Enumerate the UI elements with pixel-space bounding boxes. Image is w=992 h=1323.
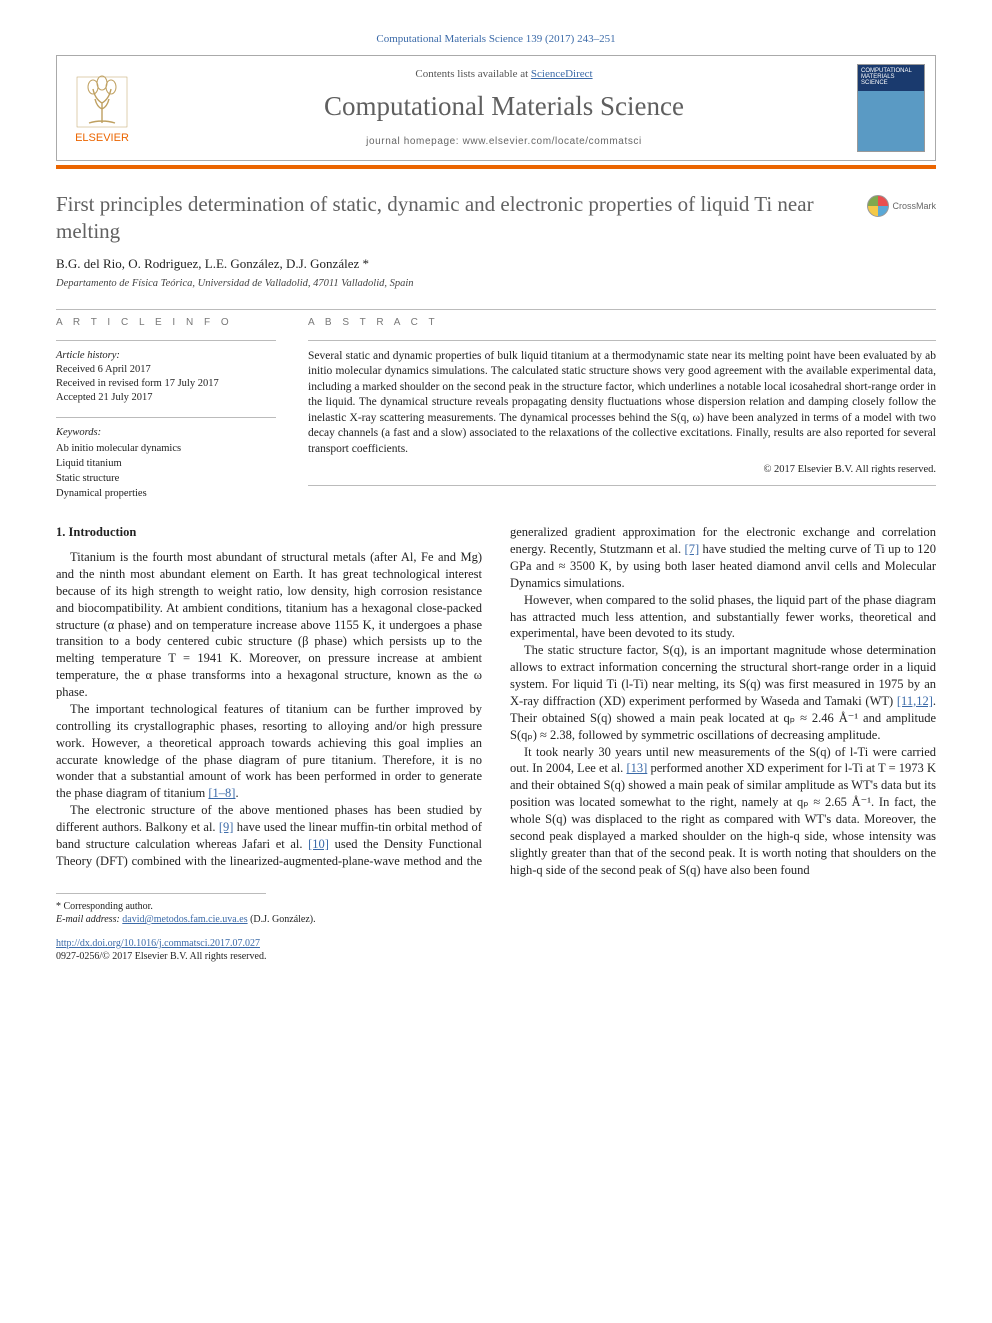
body-para: The static structure factor, S(q), is an… bbox=[510, 642, 936, 743]
body-para: However, when compared to the solid phas… bbox=[510, 592, 936, 643]
doi-link[interactable]: http://dx.doi.org/10.1016/j.commatsci.20… bbox=[56, 938, 260, 949]
date-received: Received 6 April 2017 bbox=[56, 363, 276, 377]
email-label: E-mail address: bbox=[56, 914, 122, 925]
article-info: A R T I C L E I N F O Article history: R… bbox=[56, 316, 276, 502]
abstract-label: A B S T R A C T bbox=[308, 316, 936, 330]
publisher-brand: ELSEVIER bbox=[75, 131, 129, 146]
body-text: The static structure factor, S(q), is an… bbox=[510, 643, 936, 708]
ref-link[interactable]: [1–8] bbox=[208, 786, 235, 800]
section-title: Introduction bbox=[69, 525, 137, 539]
article-header: CrossMark First principles determination… bbox=[56, 191, 936, 291]
rule-abs bbox=[308, 340, 936, 341]
abstract: A B S T R A C T Several static and dynam… bbox=[308, 316, 936, 502]
contents-line: Contents lists available at ScienceDirec… bbox=[151, 67, 857, 82]
rule-info bbox=[56, 340, 276, 341]
keywords-block: Keywords: Ab initio molecular dynamics L… bbox=[56, 426, 276, 501]
publisher-logo: ELSEVIER bbox=[67, 70, 137, 146]
abstract-text: Several static and dynamic properties of… bbox=[308, 349, 936, 458]
history-label: Article history: bbox=[56, 349, 276, 363]
citation-header: Computational Materials Science 139 (201… bbox=[56, 32, 936, 47]
info-label: A R T I C L E I N F O bbox=[56, 316, 276, 330]
date-accepted: Accepted 21 July 2017 bbox=[56, 391, 276, 405]
section-number: 1. bbox=[56, 525, 65, 539]
ref-link[interactable]: [7] bbox=[685, 542, 700, 556]
journal-homepage: journal homepage: www.elsevier.com/locat… bbox=[151, 135, 857, 149]
ref-link[interactable]: [13] bbox=[626, 761, 647, 775]
masthead: ELSEVIER Contents lists available at Sci… bbox=[56, 55, 936, 161]
cover-title: COMPUTATIONAL MATERIALS SCIENCE bbox=[858, 65, 924, 89]
rule-abs-bottom bbox=[308, 485, 936, 486]
article-title: First principles determination of static… bbox=[56, 191, 836, 246]
date-revised: Received in revised form 17 July 2017 bbox=[56, 377, 276, 391]
homepage-label: journal homepage: bbox=[366, 136, 462, 147]
keyword: Liquid titanium bbox=[56, 457, 276, 471]
ref-link[interactable]: [9] bbox=[219, 820, 234, 834]
body-para: Titanium is the fourth most abundant of … bbox=[56, 549, 482, 701]
corresponding-author: * Corresponding author. bbox=[56, 900, 936, 914]
body-text: The important technological features of … bbox=[56, 702, 482, 800]
issn-line: 0927-0256/© 2017 Elsevier B.V. All right… bbox=[56, 951, 266, 962]
info-abstract-row: A R T I C L E I N F O Article history: R… bbox=[56, 316, 936, 502]
corresponding-email: E-mail address: david@metodos.fam.cie.uv… bbox=[56, 913, 936, 927]
contents-prefix: Contents lists available at bbox=[415, 68, 530, 80]
keyword: Ab initio molecular dynamics bbox=[56, 442, 276, 456]
authors: B.G. del Rio, O. Rodriguez, L.E. Gonzále… bbox=[56, 255, 936, 273]
homepage-url[interactable]: www.elsevier.com/locate/commatsci bbox=[463, 136, 642, 147]
footer-block: * Corresponding author. E-mail address: … bbox=[56, 893, 936, 964]
rule-above-info bbox=[56, 309, 936, 310]
crossmark-label: CrossMark bbox=[892, 200, 936, 212]
keyword: Dynamical properties bbox=[56, 487, 276, 501]
masthead-center: Contents lists available at ScienceDirec… bbox=[151, 67, 857, 148]
orange-rule bbox=[56, 165, 936, 169]
body-text: performed another XD experiment for l-Ti… bbox=[510, 761, 936, 876]
journal-title: Computational Materials Science bbox=[151, 88, 857, 124]
ref-link[interactable]: [10] bbox=[308, 837, 329, 851]
keywords-label: Keywords: bbox=[56, 426, 276, 440]
crossmark-icon bbox=[867, 195, 889, 217]
keyword: Static structure bbox=[56, 472, 276, 486]
body-para: The important technological features of … bbox=[56, 701, 482, 802]
sciencedirect-link[interactable]: ScienceDirect bbox=[531, 68, 593, 80]
rule-kw bbox=[56, 417, 276, 418]
body-text: . bbox=[235, 786, 238, 800]
body-para: It took nearly 30 years until new measur… bbox=[510, 744, 936, 879]
ref-link[interactable]: [11,12] bbox=[897, 694, 933, 708]
affiliation: Departamento de Física Teórica, Universi… bbox=[56, 277, 936, 291]
email-name: (D.J. González). bbox=[248, 914, 316, 925]
history-block: Article history: Received 6 April 2017 R… bbox=[56, 349, 276, 406]
elsevier-tree-icon bbox=[75, 75, 129, 129]
body-columns: 1. Introduction Titanium is the fourth m… bbox=[56, 524, 936, 878]
crossmark-badge[interactable]: CrossMark bbox=[867, 195, 936, 217]
copyright: © 2017 Elsevier B.V. All rights reserved… bbox=[308, 463, 936, 477]
doi-block: http://dx.doi.org/10.1016/j.commatsci.20… bbox=[56, 937, 936, 964]
section-heading: 1. Introduction bbox=[56, 524, 482, 541]
email-link[interactable]: david@metodos.fam.cie.uva.es bbox=[122, 914, 247, 925]
footer-rule bbox=[56, 893, 266, 894]
journal-cover-thumb: COMPUTATIONAL MATERIALS SCIENCE bbox=[857, 64, 925, 152]
